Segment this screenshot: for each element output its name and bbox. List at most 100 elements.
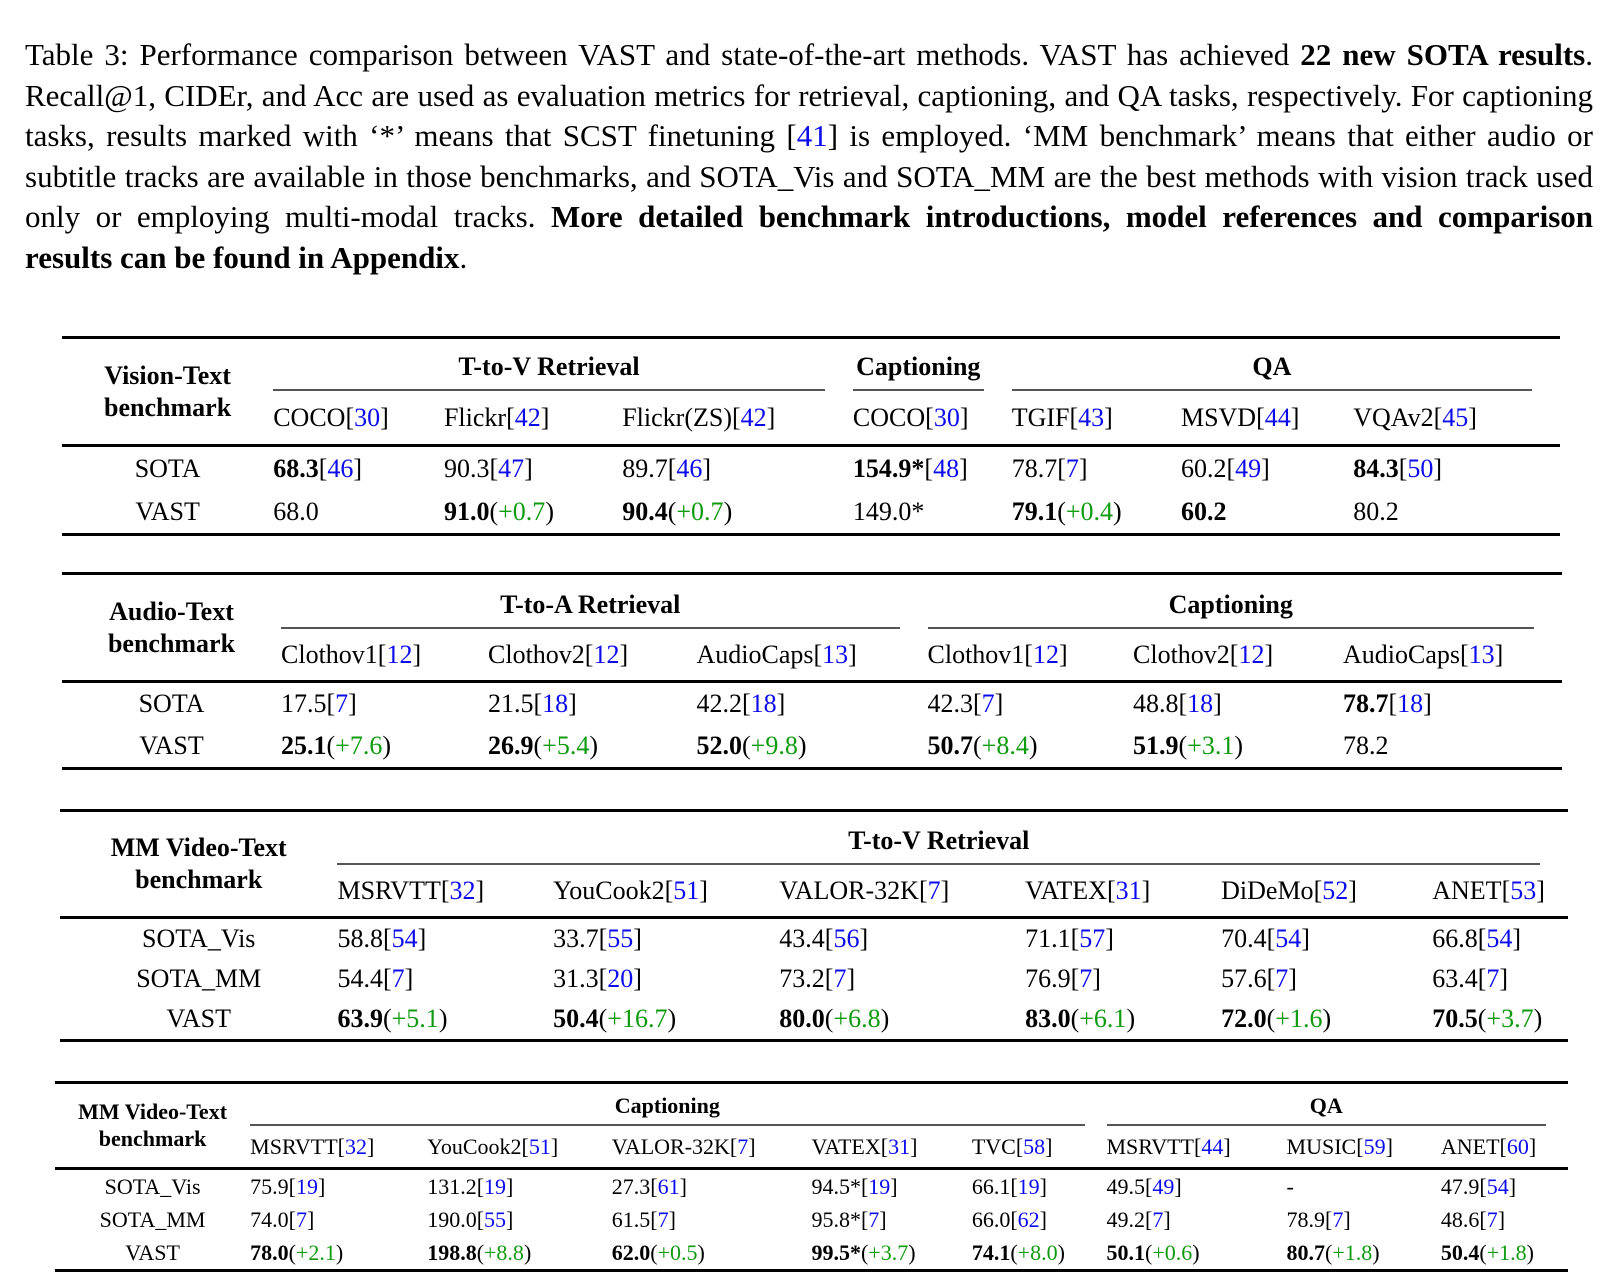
citation-link[interactable]: 57 [1079, 924, 1106, 953]
table-cell: 66.8[54] [1432, 924, 1522, 953]
metric-value: 78.7 [1343, 689, 1389, 718]
citation-link[interactable]: 30 [933, 402, 960, 432]
citation-link[interactable]: 43 [1078, 402, 1105, 432]
method-row-label: SOTA_Vis [104, 1173, 201, 1199]
citation-link[interactable]: 32 [344, 1133, 367, 1159]
citation-link[interactable]: 47 [498, 453, 525, 483]
citation-link[interactable]: 59 [1363, 1133, 1386, 1159]
metric-value: 71.1 [1025, 924, 1071, 953]
metric-value: 60.2 [1180, 453, 1227, 483]
citation-link[interactable]: 58 [1023, 1133, 1046, 1159]
citation-link[interactable]: 31 [1115, 875, 1142, 905]
metric-value: 21.5 [488, 689, 534, 718]
citation-link[interactable]: 18 [1397, 689, 1424, 718]
citation-link[interactable]: 49 [1235, 453, 1262, 483]
table-cell: 60.2 [1181, 490, 1353, 535]
column-header: Clothov1[12] [281, 629, 488, 683]
task-group-header: Captioning [250, 1083, 1106, 1126]
citation-link[interactable]: 31 [888, 1133, 911, 1159]
citation-link[interactable]: 7 [1275, 964, 1289, 993]
citation-link[interactable]: 44 [1264, 402, 1291, 432]
citation-link[interactable]: 13 [1468, 639, 1495, 669]
metric-value: 25.1 [281, 731, 327, 760]
metric-value: 52.0 [696, 731, 743, 760]
citation-link[interactable]: 55 [607, 924, 634, 953]
metric-value: 89.7 [622, 453, 668, 483]
citation-link[interactable]: 7 [868, 1206, 880, 1232]
column-header: ANET[53] [1432, 865, 1568, 919]
citation-link[interactable]: 7 [927, 875, 941, 905]
improvement-delta: +7.6 [335, 731, 383, 760]
table-cell: 84.3[50] [1353, 453, 1443, 483]
citation-link[interactable]: 12 [1238, 639, 1265, 669]
table-cell: 73.2[7] [779, 964, 856, 993]
citation-link[interactable]: 7 [335, 689, 349, 718]
citation-link[interactable]: 56 [833, 924, 860, 953]
citation-link[interactable]: 44 [1201, 1133, 1224, 1159]
table-cell: 190.0[55] [427, 1206, 514, 1232]
citation-link[interactable]: 7 [657, 1206, 669, 1232]
column-header: VALOR-32K[7] [611, 1126, 812, 1170]
improvement-delta: +0.7 [676, 496, 724, 526]
citation-link[interactable]: 48 [933, 453, 960, 483]
improvement-delta: +8.8 [484, 1239, 524, 1265]
citation-link[interactable]: 7 [1332, 1206, 1344, 1232]
citation-link[interactable]: 61 [657, 1173, 680, 1199]
citation-link[interactable]: 42 [514, 402, 541, 432]
metric-value: 50.1 [1106, 1239, 1146, 1265]
citation-link[interactable]: 7 [981, 689, 995, 718]
citation-link[interactable]: 51 [673, 875, 700, 905]
citation-link[interactable]: 7 [391, 964, 405, 993]
citation-link[interactable]: 50 [1407, 453, 1434, 483]
citation-link[interactable]: 12 [593, 639, 620, 669]
metric-value: 78.0 [250, 1239, 289, 1265]
citation-link[interactable]: 55 [484, 1206, 507, 1232]
table-cell: 78.7[18] [1343, 689, 1432, 718]
citation-link[interactable]: 41 [796, 118, 828, 153]
metric-value: 31.3 [553, 964, 599, 993]
citation-link[interactable]: 7 [737, 1133, 749, 1159]
citation-link[interactable]: 19 [484, 1173, 507, 1199]
citation-link[interactable]: 7 [1486, 964, 1500, 993]
citation-link[interactable]: 12 [386, 639, 413, 669]
citation-link[interactable]: 54 [1486, 1173, 1509, 1199]
citation-link[interactable]: 62 [1017, 1206, 1040, 1232]
citation-link[interactable]: 12 [1032, 639, 1059, 669]
citation-link[interactable]: 7 [1079, 964, 1093, 993]
citation-link[interactable]: 51 [528, 1133, 551, 1159]
citation-link[interactable]: 42 [740, 402, 767, 432]
citation-link[interactable]: 52 [1322, 875, 1349, 905]
citation-link[interactable]: 19 [1017, 1173, 1040, 1199]
citation-link[interactable]: 7 [1486, 1206, 1498, 1232]
citation-link[interactable]: 45 [1442, 402, 1469, 432]
citation-link[interactable]: 54 [1486, 924, 1513, 953]
improvement-delta: +0.4 [1065, 496, 1114, 526]
citation-link[interactable]: 18 [1187, 689, 1214, 718]
citation-link[interactable]: 60 [1506, 1133, 1529, 1159]
metric-value: 73.2 [779, 964, 825, 993]
citation-link[interactable]: 13 [822, 639, 849, 669]
table-cell: 91.0(+0.7) [443, 496, 554, 526]
citation-link[interactable]: 7 [1065, 453, 1079, 483]
citation-link[interactable]: 18 [542, 689, 569, 718]
citation-link[interactable]: 53 [1510, 875, 1537, 905]
citation-link[interactable]: 19 [868, 1173, 891, 1199]
table-cell: 78.0(+2.1) [250, 1239, 344, 1265]
table-cell: 17.5[7] [281, 689, 357, 718]
improvement-delta: +16.7 [607, 1004, 668, 1033]
citation-link[interactable]: 7 [1152, 1206, 1164, 1232]
citation-link[interactable]: 20 [607, 964, 634, 993]
citation-link[interactable]: 54 [391, 924, 418, 953]
citation-link[interactable]: 46 [676, 453, 703, 483]
citation-link[interactable]: 49 [1152, 1173, 1175, 1199]
citation-link[interactable]: 7 [296, 1206, 307, 1232]
citation-link[interactable]: 32 [449, 875, 476, 905]
citation-link[interactable]: 30 [354, 402, 381, 432]
citation-link[interactable]: 19 [296, 1173, 318, 1199]
citation-link[interactable]: 7 [833, 964, 847, 993]
citation-link[interactable]: 18 [750, 689, 777, 718]
citation-link[interactable]: 54 [1275, 924, 1302, 953]
citation-link[interactable]: 46 [327, 453, 354, 483]
task-group-header: T-to-A Retrieval [281, 574, 928, 629]
method-row-label: SOTA_MM [99, 1206, 206, 1232]
